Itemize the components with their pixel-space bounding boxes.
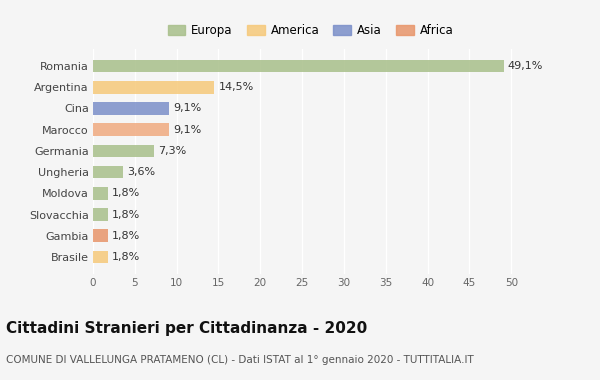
Legend: Europa, America, Asia, Africa: Europa, America, Asia, Africa [163,19,458,42]
Text: 3,6%: 3,6% [127,167,155,177]
Text: 49,1%: 49,1% [508,61,543,71]
Text: 1,8%: 1,8% [112,188,140,198]
Text: 1,8%: 1,8% [112,231,140,241]
Bar [93,102,169,115]
Text: COMUNE DI VALLELUNGA PRATAMENO (CL) - Dati ISTAT al 1° gennaio 2020 - TUTTITALIA: COMUNE DI VALLELUNGA PRATAMENO (CL) - Da… [6,355,474,365]
Text: 9,1%: 9,1% [173,103,202,113]
Bar [93,166,123,179]
Text: 1,8%: 1,8% [112,252,140,262]
Bar [93,208,108,221]
Text: Cittadini Stranieri per Cittadinanza - 2020: Cittadini Stranieri per Cittadinanza - 2… [6,321,367,336]
Text: 9,1%: 9,1% [173,125,202,135]
Bar [93,230,108,242]
Bar [93,144,154,157]
Bar [93,251,108,263]
Text: 14,5%: 14,5% [218,82,254,92]
Text: 7,3%: 7,3% [158,146,187,156]
Bar [93,123,169,136]
Bar [93,187,108,200]
Text: 1,8%: 1,8% [112,210,140,220]
Bar [93,60,504,72]
Bar [93,81,214,93]
